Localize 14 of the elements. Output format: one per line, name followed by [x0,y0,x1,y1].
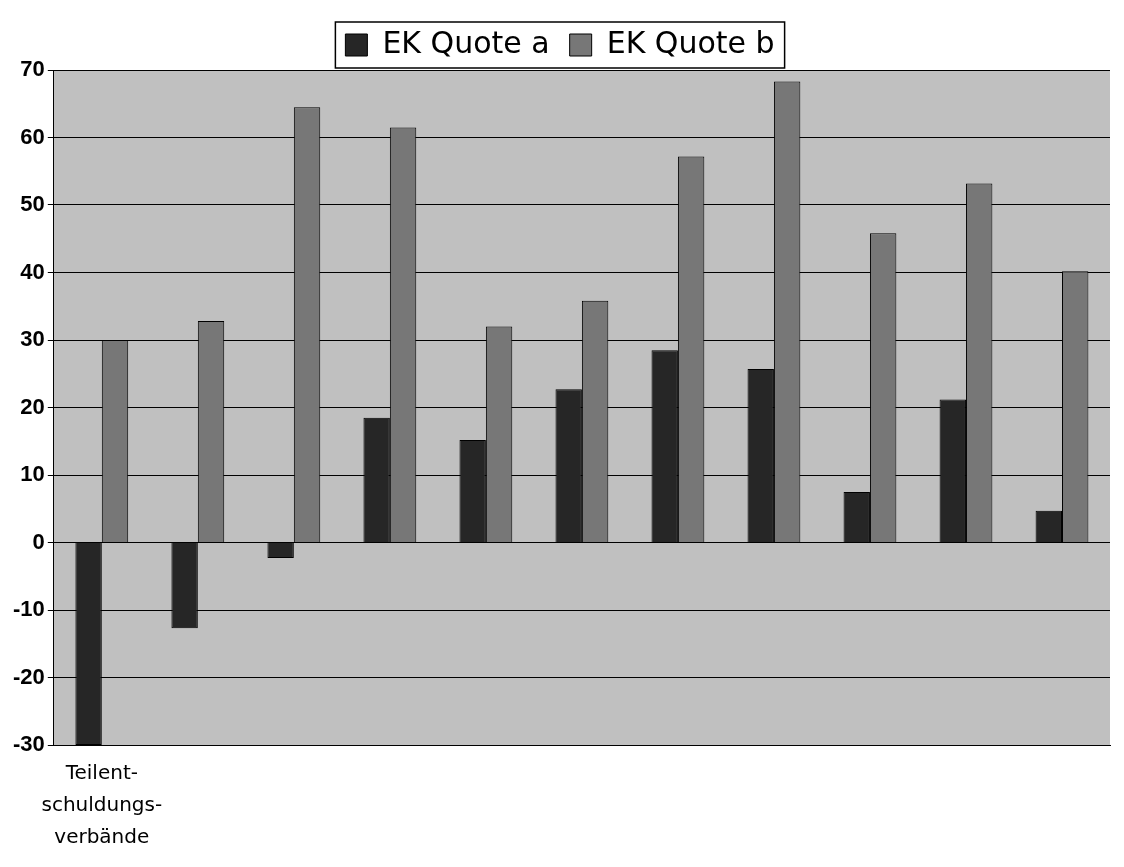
y-tick-label: 10 [20,461,45,487]
y-tick-label: -30 [13,731,45,757]
y-tick-label: 40 [20,258,45,284]
y-tick-label: 0 [32,528,45,554]
y-tick-label: 70 [20,56,45,82]
y-tick-label: 60 [20,123,45,149]
y-tick-label: -20 [13,663,45,689]
legend-label: EK Quote a [382,24,550,60]
x-tick-label: Teilent- schuldungs- verbände [41,760,163,849]
y-tick-label: 20 [20,393,45,419]
legend-label: EK Quote b [606,24,775,60]
y-tick-label: 50 [20,191,45,217]
y-tick-label: 30 [20,326,45,352]
y-tick-label: -10 [13,596,45,622]
